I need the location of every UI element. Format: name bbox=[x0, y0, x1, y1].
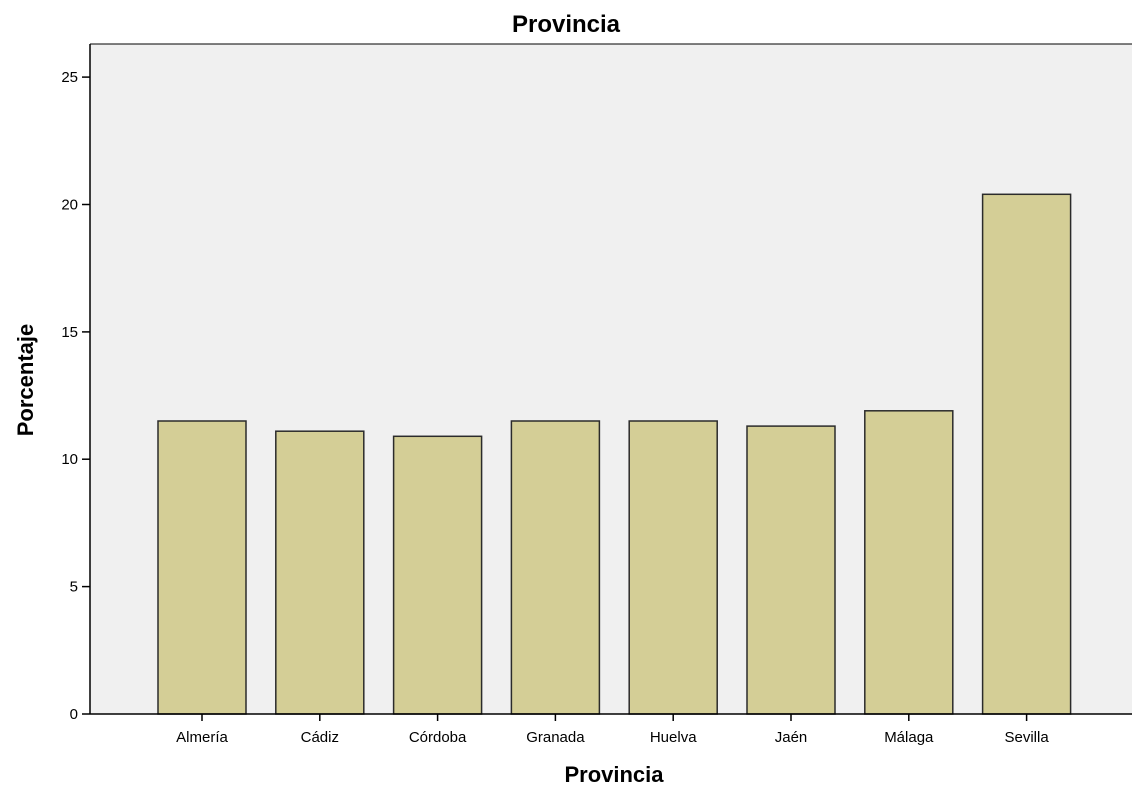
y-tick-label: 10 bbox=[61, 451, 78, 468]
x-tick-label: Almería bbox=[176, 729, 228, 746]
y-ticks-group: 0 5 10 15 20 25 bbox=[61, 69, 90, 723]
x-tick-label: Sevilla bbox=[1005, 729, 1050, 746]
bar-cádiz bbox=[275, 430, 365, 715]
x-axis-title: Provincia bbox=[564, 762, 664, 785]
bar-huelva bbox=[628, 420, 718, 715]
bar-córdoba bbox=[392, 435, 483, 715]
y-tick-label: 25 bbox=[61, 69, 78, 86]
x-tick-label: Huelva bbox=[650, 729, 697, 746]
chart-title: Provincia bbox=[512, 11, 621, 38]
x-tick-label: Córdoba bbox=[409, 729, 467, 746]
y-tick-label: 15 bbox=[61, 324, 78, 341]
y-tick-label: 0 bbox=[70, 706, 78, 723]
bar-almería bbox=[157, 420, 247, 715]
bar-málaga bbox=[864, 410, 954, 715]
y-tick-label: 20 bbox=[61, 197, 78, 214]
bar-jaén bbox=[746, 425, 836, 715]
bars-group bbox=[157, 193, 1072, 715]
x-tick-label: Jaén bbox=[775, 729, 808, 746]
x-tick-label: Málaga bbox=[884, 729, 934, 746]
y-tick-label: 5 bbox=[70, 579, 78, 596]
bar-granada bbox=[510, 420, 601, 715]
x-tick-label: Cádiz bbox=[301, 729, 339, 746]
plot-area bbox=[90, 44, 1132, 714]
bar-sevilla bbox=[981, 193, 1072, 715]
x-tick-label: Granada bbox=[526, 729, 585, 746]
y-axis-title: Porcentaje bbox=[13, 324, 38, 437]
x-ticks-group: Almería Cádiz Córdoba Granada Huelva Jaén Mála… bbox=[176, 714, 1049, 746]
